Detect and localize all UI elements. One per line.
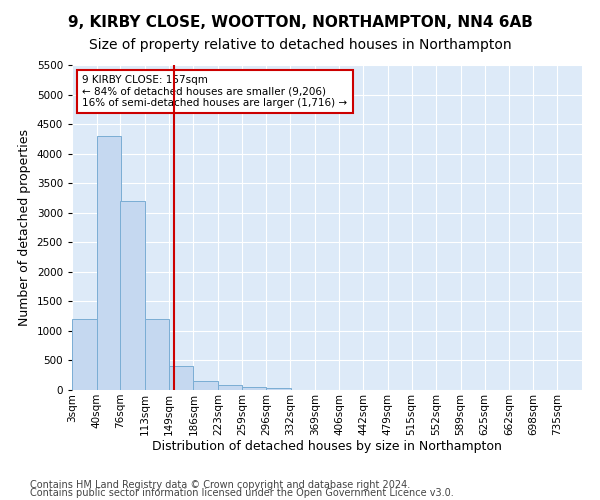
Text: 9 KIRBY CLOSE: 157sqm
← 84% of detached houses are smaller (9,206)
16% of semi-d: 9 KIRBY CLOSE: 157sqm ← 84% of detached … xyxy=(82,74,347,108)
Bar xyxy=(72,319,97,390)
Y-axis label: Number of detached properties: Number of detached properties xyxy=(18,129,31,326)
Bar xyxy=(121,201,145,390)
Text: 9, KIRBY CLOSE, WOOTTON, NORTHAMPTON, NN4 6AB: 9, KIRBY CLOSE, WOOTTON, NORTHAMPTON, NN… xyxy=(68,15,532,30)
X-axis label: Distribution of detached houses by size in Northampton: Distribution of detached houses by size … xyxy=(152,440,502,454)
Text: Contains public sector information licensed under the Open Government Licence v3: Contains public sector information licen… xyxy=(30,488,454,498)
Bar xyxy=(97,136,121,390)
Bar xyxy=(145,319,169,390)
Bar xyxy=(193,381,218,390)
Text: Size of property relative to detached houses in Northampton: Size of property relative to detached ho… xyxy=(89,38,511,52)
Bar xyxy=(218,386,242,390)
Text: Contains HM Land Registry data © Crown copyright and database right 2024.: Contains HM Land Registry data © Crown c… xyxy=(30,480,410,490)
Bar xyxy=(266,388,291,390)
Bar xyxy=(169,366,193,390)
Bar xyxy=(242,387,266,390)
